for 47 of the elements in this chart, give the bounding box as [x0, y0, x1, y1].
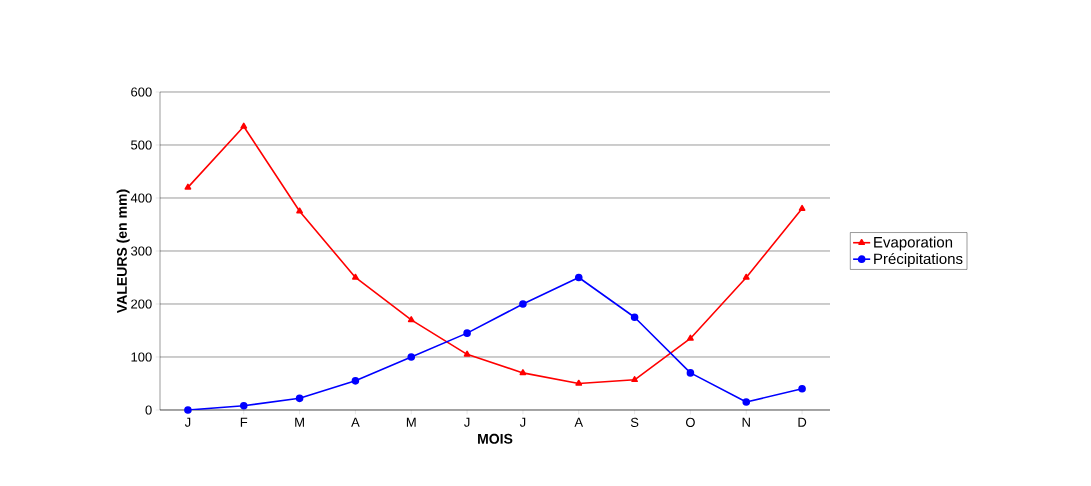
point — [184, 183, 192, 190]
x-tick-label: O — [685, 417, 695, 427]
y-axis-title: VALEURS (en mm) — [116, 189, 130, 313]
x-tick-label: S — [630, 417, 639, 427]
point — [687, 334, 694, 341]
point — [686, 369, 695, 377]
x-axis-title: MOIS — [478, 433, 513, 444]
point — [296, 207, 303, 214]
point — [742, 273, 750, 280]
legend-label: Précipitations — [874, 252, 963, 268]
point — [575, 379, 583, 386]
point — [239, 401, 248, 410]
x-tick-label: J — [184, 417, 191, 427]
point — [295, 394, 304, 403]
point — [631, 375, 638, 383]
x-tick-label: A — [574, 417, 584, 427]
legend-label: Evaporation — [874, 236, 953, 251]
x-tick-label: M — [406, 417, 416, 427]
y-tick-label: 0 — [145, 405, 152, 415]
x-tick-label: M — [295, 417, 304, 427]
x-tick-label: J — [519, 417, 526, 427]
point — [630, 313, 639, 322]
point — [184, 406, 192, 414]
y-tick-label: 300 — [131, 246, 152, 256]
x-tick-label: J — [464, 417, 470, 427]
point — [463, 350, 471, 357]
y-tick-label: 100 — [131, 352, 152, 362]
point — [519, 369, 527, 376]
point — [742, 398, 751, 406]
point — [351, 377, 360, 385]
point — [519, 300, 527, 308]
x-tick-label: N — [742, 417, 750, 427]
point — [463, 329, 471, 337]
point — [240, 122, 248, 129]
point — [407, 353, 416, 361]
y-tick-label: 600 — [131, 87, 152, 97]
point — [798, 204, 806, 211]
point — [798, 384, 806, 393]
y-tick-label: 500 — [131, 140, 152, 150]
x-tick-label: F — [240, 417, 248, 427]
point — [407, 316, 415, 323]
x-tick-label: D — [798, 417, 807, 427]
y-tick-label: 400 — [130, 193, 152, 203]
point — [352, 273, 359, 280]
y-tick-label: 200 — [131, 299, 152, 309]
point — [574, 273, 583, 282]
x-tick-label: A — [351, 417, 360, 427]
